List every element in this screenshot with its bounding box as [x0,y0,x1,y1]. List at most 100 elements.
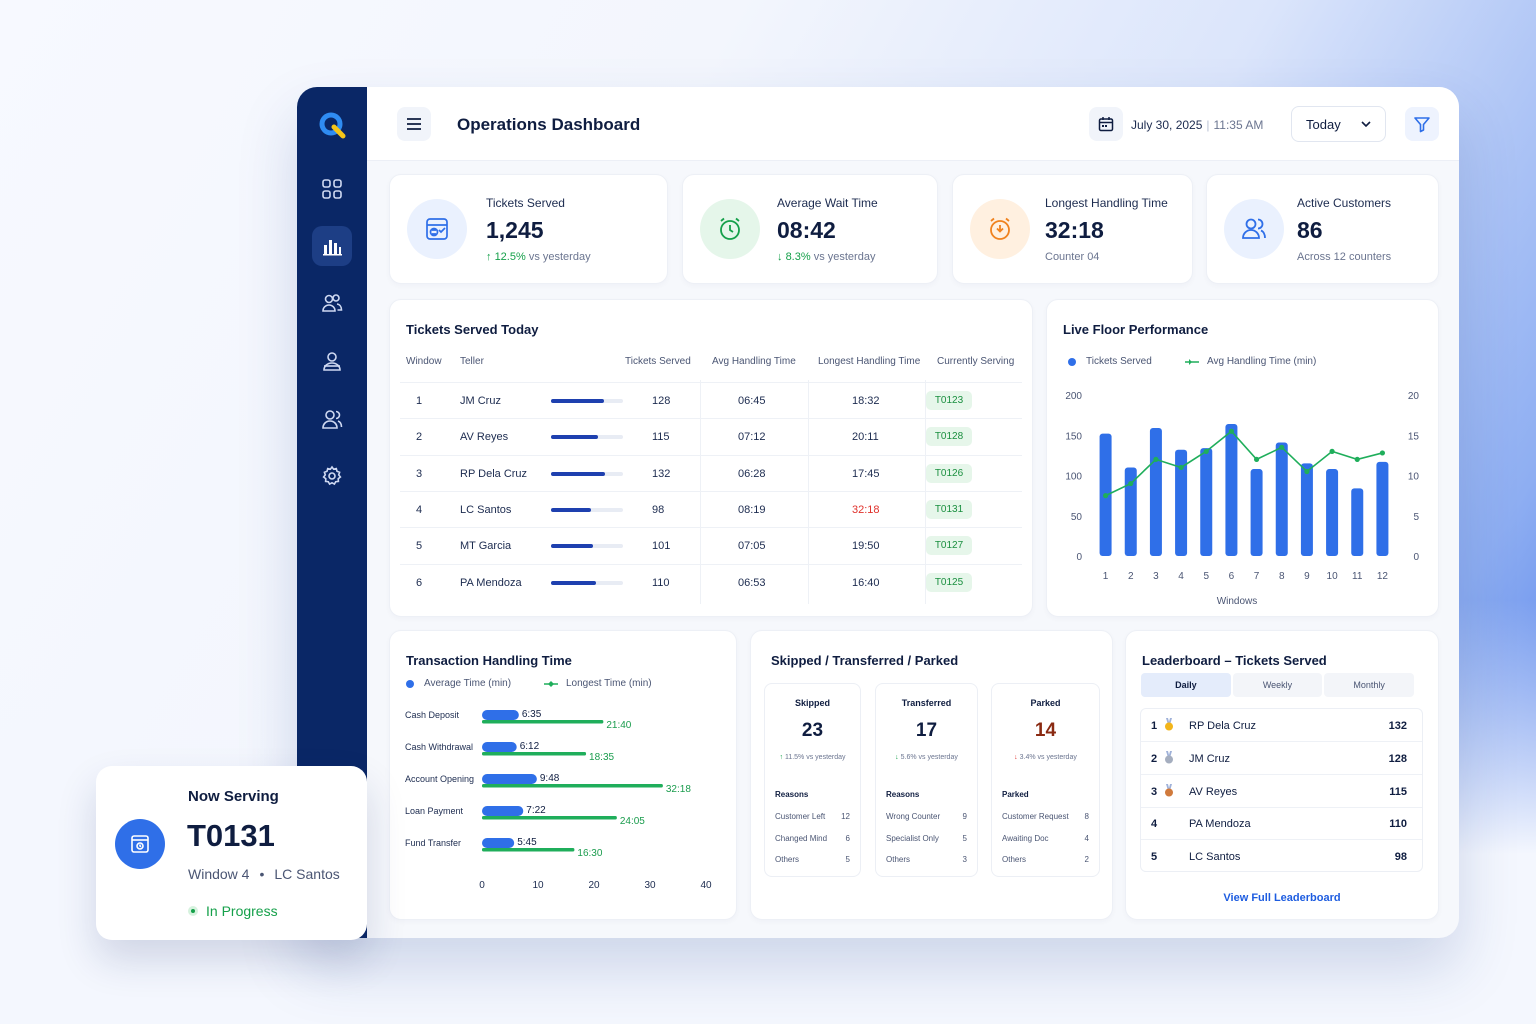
cell-avg: 06:53 [738,576,766,589]
table-row[interactable]: 2 AV Reyes 115 07:12 20:11 T0128 [400,418,1022,454]
leaderboard-row[interactable]: 2 JM Cruz 128 [1141,742,1422,775]
cell-served: 110 [652,576,670,589]
table-row[interactable]: 5 MT Garcia 101 07:05 19:50 T0127 [400,527,1022,563]
reasons-heading: Reasons [775,790,809,799]
column-divider [925,380,926,604]
leaderboard-card: Leaderboard – Tickets Served Daily Weekl… [1125,630,1439,920]
period-select[interactable]: Today [1291,106,1386,142]
line-point [1102,493,1109,499]
tab-monthly[interactable]: Monthly [1324,673,1415,697]
stp-title: Transferred [901,698,952,708]
view-full-leaderboard-link[interactable]: View Full Leaderboard [1223,892,1341,904]
cell-window: 2 [416,431,423,444]
table-row[interactable]: 1 JM Cruz 128 06:45 18:32 T0123 [400,382,1022,418]
nav-customers[interactable] [312,283,352,323]
kpi-change-value: 8.3% [785,251,811,263]
user-group-icon [322,410,343,429]
leaderboard-row[interactable]: 5 LC Santos 98 [1141,840,1422,873]
now-serving-label: Now Serving [188,788,279,805]
reason-value: 2 [1084,855,1089,864]
cell-current-ticket[interactable]: T0123 [926,391,972,410]
teller-name: AV Reyes [1189,785,1238,798]
longest-time-bar [482,752,587,756]
stp-title: Skipped [794,698,830,708]
category-label: Loan Payment [405,806,464,816]
y-tick-label: 100 [1065,472,1082,483]
top-bar: Operations Dashboard July 30, 2025 | 11:35… [367,87,1459,161]
cell-current-ticket[interactable]: T0127 [926,536,972,556]
now-serving-teller: LC Santos [274,866,340,882]
served-bar [551,435,623,440]
filter-button[interactable] [1405,107,1439,141]
stp-card-transferred: Transferred 17 ↓ 5.6% vs yesterday Reasons Wr… [875,683,978,877]
cell-current-ticket[interactable]: T0126 [926,463,972,483]
reason-label: Customer Request [1002,812,1069,821]
date-time: July 30, 2025 | 11:35 AM [1131,118,1264,132]
reason-label: Specialist Only [886,833,939,843]
y2-tick-label: 10 [1408,472,1420,483]
stp-change: ↓ 5.6% vs yesterday [876,754,977,761]
col-header: Tickets Served [625,356,691,367]
tab-daily[interactable]: Daily [1141,673,1231,697]
calendar-button[interactable] [1089,107,1123,141]
avg-time-bar [482,774,537,784]
change-text: 5.6% vs yesterday [900,754,958,761]
tab-weekly[interactable]: Weekly [1232,673,1323,697]
line-point [1304,468,1310,475]
kpi-sub: Counter 04 [1045,251,1100,263]
served-bar [551,471,623,476]
leaderboard-tabs: Daily Weekly Monthly [1141,673,1415,697]
gear-icon [322,465,342,486]
nav-tellers[interactable] [312,341,352,381]
kpi-active-customers: Active Customers 86 Across 12 counters [1206,174,1439,284]
cell-current-ticket[interactable]: T0125 [926,572,972,592]
users-icon [1224,199,1284,259]
cell-current-ticket[interactable]: T0128 [926,427,972,447]
category-label: Cash Deposit [405,710,460,720]
nav-staff[interactable] [312,399,352,439]
cell-teller: MT Garcia [460,540,512,553]
ticket-icon [407,199,467,259]
legend-label: Tickets Served [1086,356,1152,367]
card-title: Leaderboard – Tickets Served [1142,653,1327,668]
served-bar-fill [551,544,593,549]
cell-served: 115 [652,431,670,444]
legend-dot [1068,357,1076,366]
legend-average: Average Time (min) [406,678,511,689]
table-row[interactable]: 6 PA Mendoza 110 06:53 16:40 T0125 [400,563,1022,600]
longest-time-bar [482,784,663,788]
cell-served: 128 [652,395,671,407]
rank: 4 [1151,818,1158,831]
change-text: 11.5% vs yesterday [784,754,846,761]
app-window: Operations Dashboard July 30, 2025 | 11:35… [297,87,1459,938]
legend-label: Longest Time (min) [566,678,652,689]
table-row[interactable]: 3 RP Dela Cruz 132 06:28 17:45 T0126 [400,454,1022,491]
y2-tick-label: 5 [1413,512,1419,523]
nav-dashboard[interactable] [312,169,352,209]
bar-window-4 [1175,449,1188,556]
menu-button[interactable] [397,107,431,141]
x-tick-label: 9 [1304,571,1310,582]
y2-tick-label: 15 [1408,431,1420,442]
silver-medal-icon [1163,750,1175,764]
table-row[interactable]: 4 LC Santos 98 08:19 32:18 T0131 [400,490,1022,527]
calendar-icon [1098,117,1114,132]
leaderboard-row[interactable]: 4 PA Mendoza 110 [1141,807,1422,841]
rank: 1 [1151,720,1158,732]
cell-current-ticket[interactable]: T0131 [926,499,972,519]
nav-analytics[interactable] [312,226,352,266]
cell-teller: RP Dela Cruz [460,467,528,480]
x-axis-label: Windows [1217,596,1258,607]
reason-row: Others 3 [886,855,967,864]
nav-settings[interactable] [312,456,352,496]
leaderboard-row[interactable]: 3 AV Reyes 115 [1141,775,1422,808]
reason-value: 12 [841,812,850,821]
change-arrow-icon: ↓ [1014,754,1018,761]
leaderboard-row[interactable]: 1 RP Dela Cruz 132 [1141,709,1422,742]
reasons-heading: Reasons [886,790,920,799]
reason-label: Others [775,855,800,864]
x-tick-label: 4 [1178,571,1184,582]
served-bar [551,399,623,403]
kpi-label: Longest Handling Time [1045,196,1168,210]
tickets-count: 98 [1394,851,1407,864]
